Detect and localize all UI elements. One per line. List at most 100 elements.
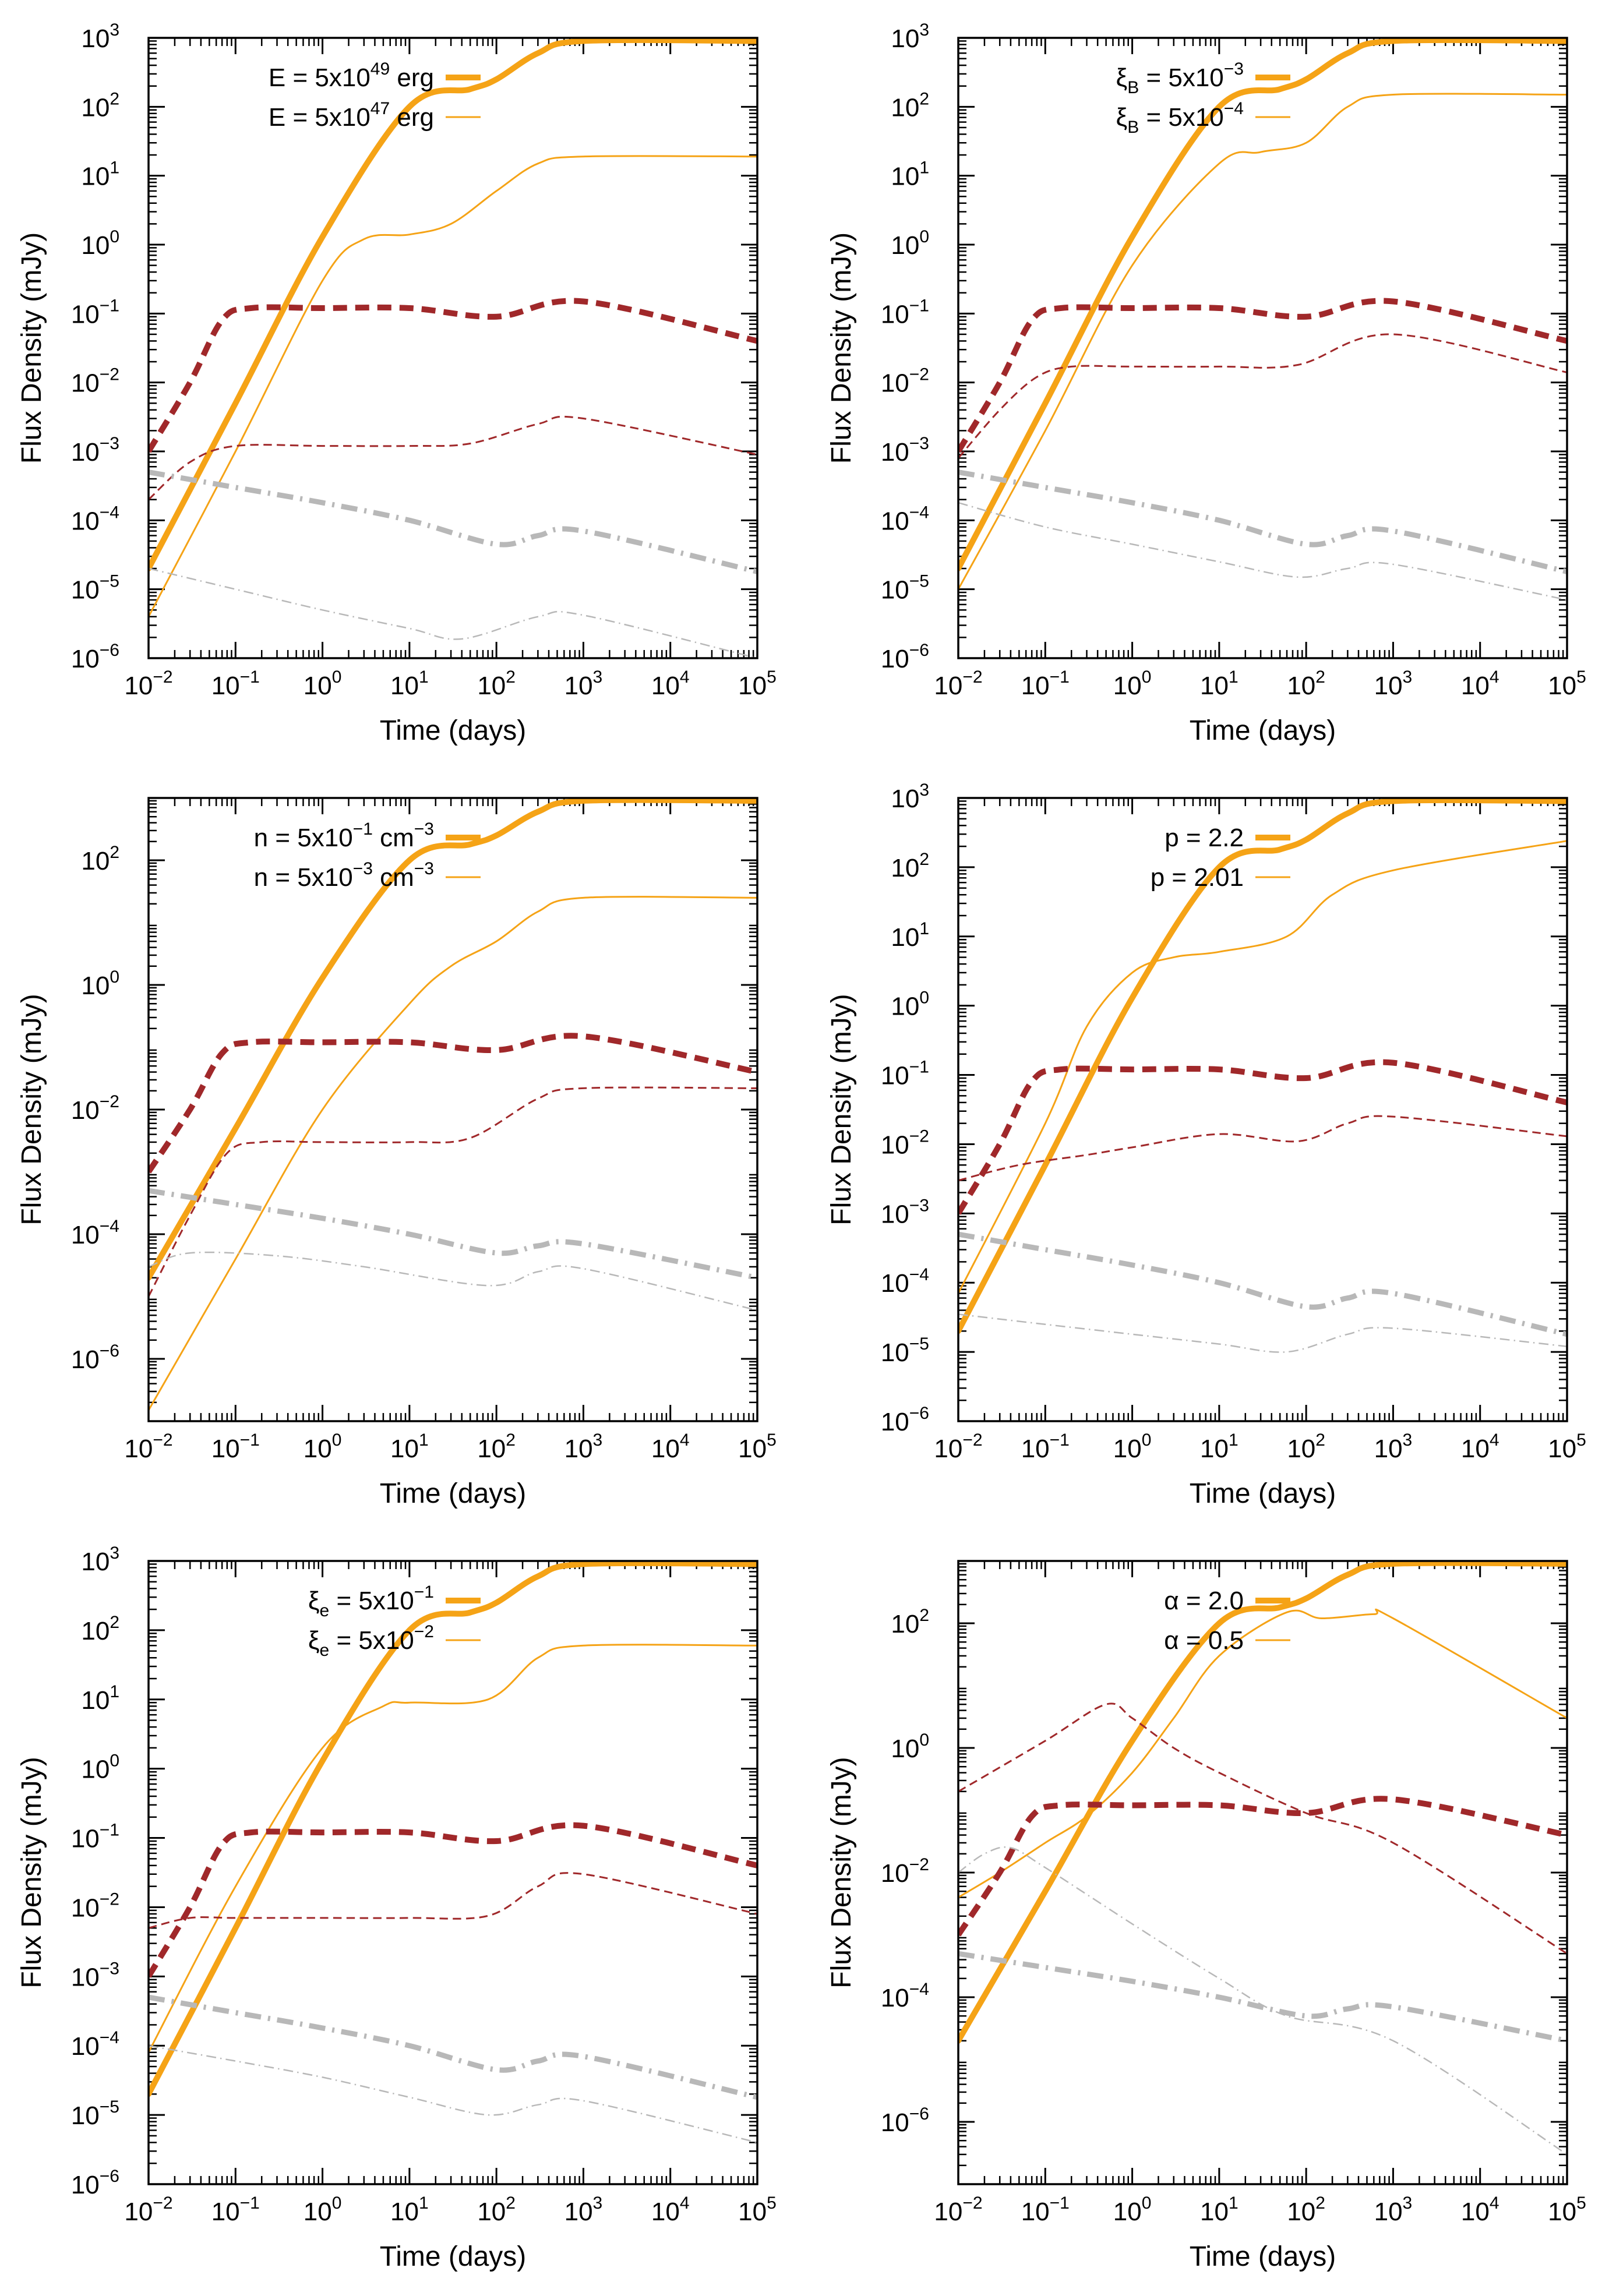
x-tick-label: 104 bbox=[651, 667, 690, 700]
series-optical-thick bbox=[149, 1561, 757, 2097]
y-tick-label: 101 bbox=[891, 919, 929, 952]
legend-label: n = 5x10−1 cm−3 bbox=[254, 820, 434, 852]
series-optical-thin bbox=[958, 1608, 1567, 1899]
x-tick-label: 100 bbox=[1113, 667, 1152, 700]
plot-frame bbox=[147, 1560, 758, 2185]
x-tick-label: 10−1 bbox=[211, 2193, 260, 2226]
series-xray-thick bbox=[958, 469, 1567, 574]
plot-frame bbox=[147, 797, 758, 1422]
y-tick-label: 101 bbox=[81, 158, 119, 191]
plot-frame bbox=[957, 1560, 1568, 2185]
series-optical-thin bbox=[149, 896, 757, 1411]
series-optical-thin bbox=[149, 1644, 757, 2054]
x-tick-label: 101 bbox=[1200, 667, 1238, 700]
y-tick-label: 100 bbox=[81, 967, 119, 1000]
series-xray-thin bbox=[149, 1251, 757, 1311]
y-tick-label: 102 bbox=[891, 850, 929, 882]
y-tick-label: 102 bbox=[891, 1606, 929, 1638]
legend-label: p = 2.2 bbox=[1165, 824, 1244, 852]
x-tick-label: 103 bbox=[564, 2193, 603, 2226]
y-tick-label: 100 bbox=[891, 988, 929, 1021]
panel-xiB: 10−2 10−1 100 101 102 103 104 105 10−6 10−5 10−4 10… bbox=[826, 20, 1586, 746]
series-xray-thick bbox=[149, 1994, 757, 2100]
x-tick-label: 102 bbox=[477, 1430, 516, 1463]
y-tick-label: 10−6 bbox=[881, 1404, 929, 1436]
x-tick-label: 102 bbox=[1287, 1430, 1325, 1463]
x-tick-label: 105 bbox=[1548, 1430, 1586, 1463]
legend-label: ξe = 5x10−2 bbox=[308, 1622, 434, 1660]
x-tick-label: 103 bbox=[1374, 667, 1413, 700]
series-optical-thick bbox=[149, 798, 757, 1281]
panel-density: 10−2 10−1 100 101 102 103 104 105 10−6 10−4 10−2 10… bbox=[16, 797, 777, 1509]
y-axis-title: Flux Density (mJy) bbox=[826, 1757, 857, 1988]
x-tick-label: 104 bbox=[651, 2193, 690, 2226]
legend: ξB = 5x10−3ξB = 5x10−4 bbox=[1116, 59, 1290, 137]
legend: ξe = 5x10−1ξe = 5x10−2 bbox=[308, 1583, 481, 1660]
series-radio-thick bbox=[149, 1033, 757, 1174]
legend-label: ξB = 5x10−4 bbox=[1116, 99, 1244, 137]
x-tick-label: 103 bbox=[564, 667, 603, 700]
y-tick-label: 100 bbox=[891, 227, 929, 260]
legend-label: ξB = 5x10−3 bbox=[1116, 59, 1244, 97]
series-radio-thin bbox=[958, 333, 1567, 459]
x-tick-label: 104 bbox=[651, 1430, 690, 1463]
y-tick-label: 10−5 bbox=[881, 1334, 929, 1367]
series-radio-thick bbox=[149, 298, 757, 453]
y-tick-label: 10−6 bbox=[881, 2104, 929, 2137]
x-tick-label: 102 bbox=[1287, 667, 1325, 700]
series-group bbox=[149, 38, 757, 658]
x-tick-label: 102 bbox=[1287, 2193, 1325, 2226]
series-xray-thin bbox=[958, 501, 1567, 601]
x-tick-label: 100 bbox=[304, 2193, 342, 2226]
series-optical-thick bbox=[958, 798, 1567, 1334]
series-optical-thin bbox=[149, 155, 757, 618]
y-tick-label: 103 bbox=[81, 1543, 119, 1576]
y-tick-label: 10−2 bbox=[881, 1855, 929, 1888]
legend-label: n = 5x10−3 cm−3 bbox=[254, 859, 434, 892]
y-tick-label: 10−3 bbox=[71, 1959, 119, 1991]
y-tick-label: 10−6 bbox=[881, 641, 929, 673]
x-tick-label: 10−2 bbox=[934, 667, 982, 700]
x-axis-title: Time (days) bbox=[380, 715, 527, 746]
series-xray-thin bbox=[149, 567, 757, 658]
series-radio-thin bbox=[149, 1086, 757, 1297]
y-tick-label: 102 bbox=[81, 843, 119, 875]
x-tick-label: 10−1 bbox=[1021, 2193, 1070, 2226]
legend: n = 5x10−1 cm−3 n = 5x10−3 cm−3 bbox=[254, 820, 481, 892]
y-axis-title: Flux Density (mJy) bbox=[826, 994, 857, 1225]
series-xray-thin bbox=[149, 2044, 757, 2143]
y-tick-label: 10−2 bbox=[71, 365, 119, 398]
panel-energy: 10−2 10−1 100 101 102 103 104 105 10−6 10−5 10−4 10… bbox=[16, 20, 777, 746]
legend-label: E = 5x1047 erg bbox=[269, 99, 434, 132]
x-tick-label: 103 bbox=[1374, 2193, 1413, 2226]
y-tick-label: 10−1 bbox=[71, 1821, 119, 1853]
x-tick-label: 101 bbox=[390, 1430, 429, 1463]
y-tick-label: 10−1 bbox=[881, 296, 929, 328]
y-axis-title: Flux Density (mJy) bbox=[16, 232, 47, 464]
y-tick-label: 10−5 bbox=[71, 2097, 119, 2130]
x-tick-label: 10−2 bbox=[124, 667, 172, 700]
x-tick-label: 105 bbox=[738, 667, 777, 700]
x-tick-label: 10−2 bbox=[124, 2193, 172, 2226]
y-tick-label: 10−3 bbox=[881, 1196, 929, 1228]
y-tick-label: 100 bbox=[81, 1751, 119, 1784]
y-tick-label: 101 bbox=[891, 158, 929, 191]
legend: p = 2.2 p = 2.01 bbox=[1151, 824, 1290, 892]
x-tick-label: 10−2 bbox=[934, 2193, 982, 2226]
plot-frame bbox=[147, 37, 758, 659]
y-axis-title: Flux Density (mJy) bbox=[16, 994, 47, 1225]
x-axis-title: Time (days) bbox=[1190, 2241, 1336, 2272]
series-xray-thick bbox=[149, 1188, 757, 1281]
x-tick-label: 104 bbox=[1461, 1430, 1499, 1463]
plot-frame bbox=[957, 797, 1568, 1422]
series-group bbox=[958, 38, 1567, 601]
y-tick-label: 10−4 bbox=[881, 1265, 929, 1298]
series-xray-thin bbox=[958, 1313, 1567, 1353]
axis-ticks bbox=[147, 798, 758, 1421]
legend-label: p = 2.01 bbox=[1151, 863, 1244, 892]
x-tick-label: 10−2 bbox=[934, 1430, 982, 1463]
x-tick-label: 10−1 bbox=[1021, 1430, 1070, 1463]
y-tick-label: 10−2 bbox=[881, 1126, 929, 1159]
y-tick-label: 10−1 bbox=[881, 1058, 929, 1090]
x-tick-label: 100 bbox=[304, 1430, 342, 1463]
